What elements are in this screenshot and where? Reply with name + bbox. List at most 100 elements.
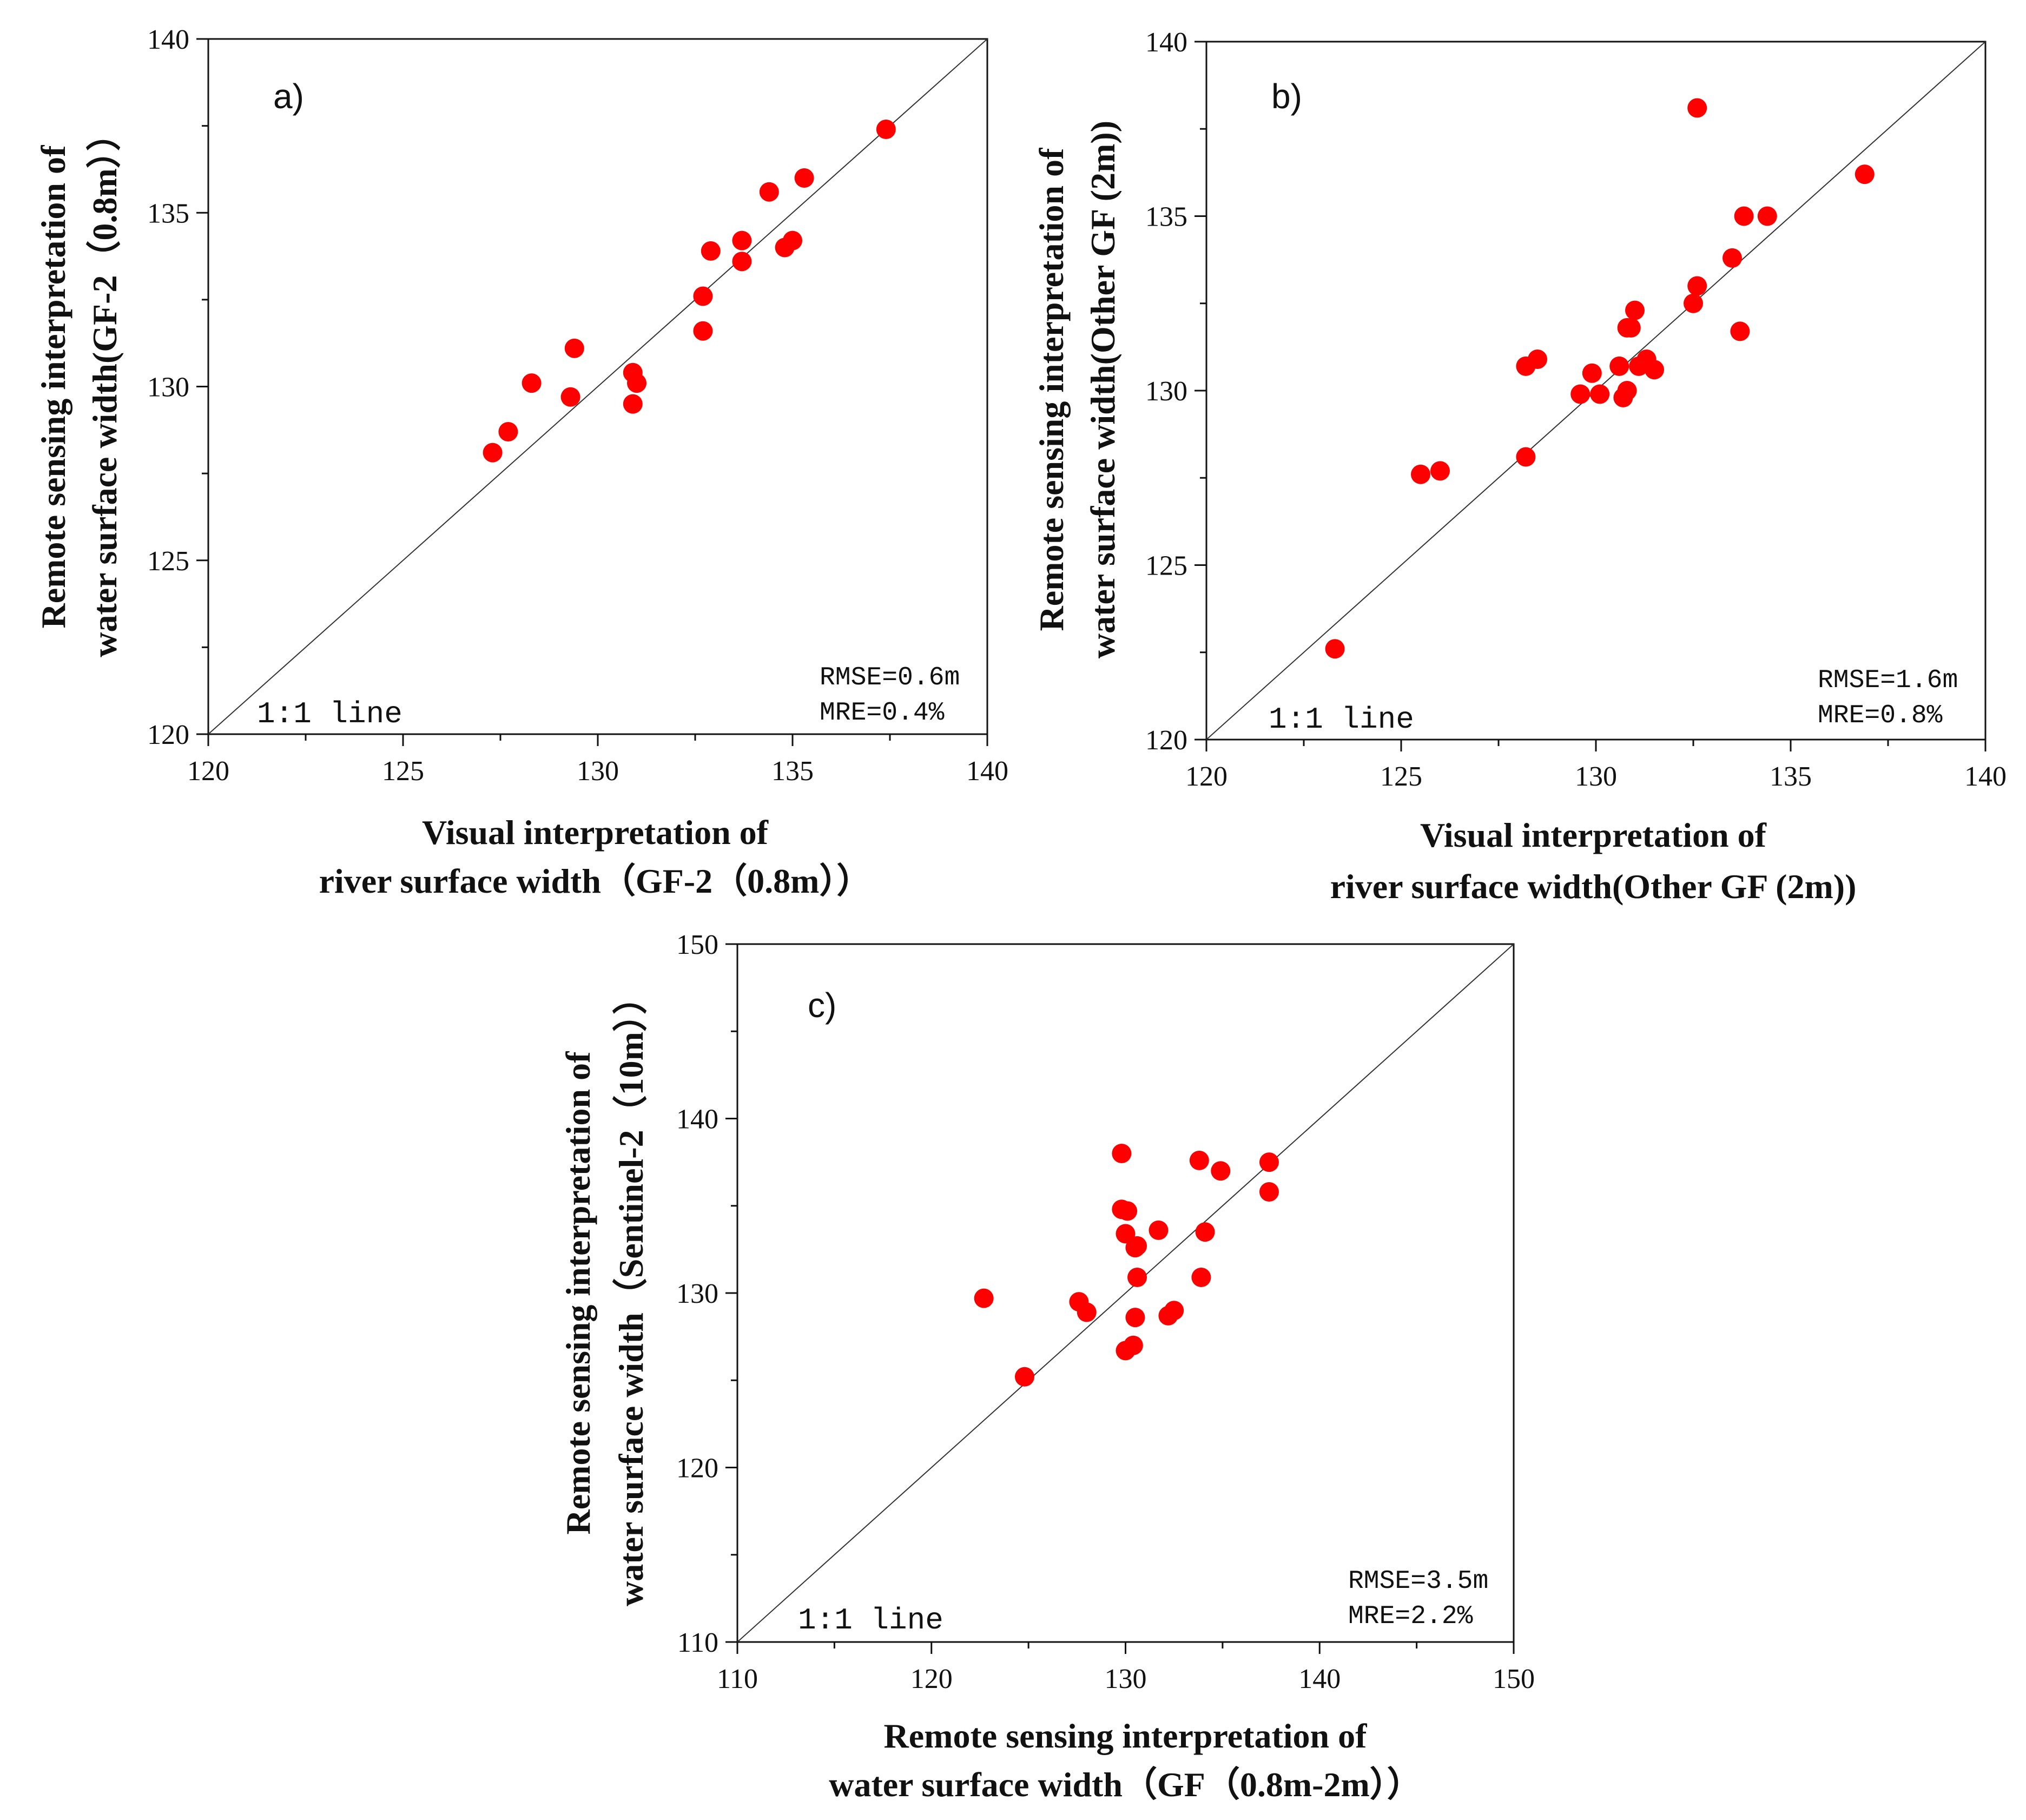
data-point — [1259, 1152, 1279, 1172]
axis-ticks: 120 125 130 135 140 120 125 130 135 140 — [147, 24, 1008, 787]
y-tick-label: 130 — [147, 372, 189, 403]
data-point — [1528, 349, 1547, 369]
x-axis-title-line-2: river surface width（GF-2（0.8m）） — [319, 862, 872, 900]
data-point — [1684, 293, 1703, 313]
data-point — [1123, 1335, 1143, 1355]
one-to-one-line-label: 1:1 line — [1269, 702, 1414, 737]
data-point — [1734, 206, 1754, 226]
data-points — [1325, 98, 1875, 659]
panel-label: c) — [808, 986, 836, 1025]
data-point — [560, 387, 580, 407]
y-axis-title-line-2: water surface width（Sentinel-2（10m）） — [612, 980, 650, 1606]
x-tick-label: 110 — [717, 1664, 758, 1694]
data-point — [1125, 1308, 1145, 1328]
data-point — [1617, 381, 1637, 400]
scatter-panel-c: 110 120 130 140 150 110 120 130 140 150 c) 1:1 li… — [559, 929, 1535, 1804]
data-point — [1687, 98, 1707, 118]
x-axis-title-line-2: water surface width（GF（0.8m-2m）） — [829, 1765, 1422, 1804]
x-tick-label: 140 — [1964, 761, 2007, 792]
one-to-one-line — [208, 38, 988, 735]
data-point — [623, 394, 643, 414]
x-axis-title-line-2: river surface width(Other GF (2m)) — [1330, 867, 1857, 906]
x-tick-label: 120 — [1185, 761, 1228, 792]
data-point — [627, 373, 646, 393]
data-point — [876, 120, 896, 140]
data-point — [759, 182, 779, 202]
data-point — [1149, 1220, 1169, 1240]
data-point — [1430, 461, 1450, 481]
data-points — [483, 120, 896, 463]
data-point — [1211, 1161, 1231, 1181]
x-tick-label: 120 — [187, 756, 229, 787]
data-point — [732, 252, 752, 272]
y-tick-label: 125 — [147, 546, 189, 577]
x-tick-label: 130 — [577, 756, 619, 787]
x-tick-label: 125 — [1380, 761, 1422, 792]
y-tick-label: 140 — [676, 1104, 718, 1135]
x-tick-label: 140 — [966, 756, 1008, 787]
data-point — [1757, 206, 1777, 226]
y-tick-label: 120 — [147, 720, 189, 750]
x-tick-label: 140 — [1298, 1664, 1341, 1694]
y-tick-label: 130 — [1145, 376, 1187, 407]
data-point — [1621, 318, 1641, 338]
x-tick-label: 130 — [1105, 1664, 1147, 1694]
x-tick-label: 135 — [1770, 761, 1812, 792]
data-point — [483, 443, 503, 463]
y-tick-label: 120 — [1145, 725, 1187, 756]
data-point — [1411, 464, 1430, 484]
data-point — [1191, 1267, 1211, 1287]
data-point — [1645, 360, 1664, 380]
x-axis-title-line-1: Remote sensing interpretation of — [884, 1717, 1368, 1755]
data-point — [701, 241, 721, 261]
data-point — [1014, 1367, 1034, 1387]
data-point — [1164, 1301, 1184, 1321]
mre-label: MRE=2.2% — [1348, 1602, 1473, 1631]
data-point — [974, 1288, 994, 1308]
data-point — [1195, 1222, 1215, 1242]
data-point — [1855, 164, 1875, 184]
rmse-label: RMSE=1.6m — [1818, 666, 1958, 695]
y-tick-label: 150 — [676, 929, 718, 960]
y-axis-title-line-1: Remote sensing interpretation of — [559, 1051, 597, 1535]
data-point — [1127, 1236, 1147, 1256]
data-point — [1687, 276, 1707, 296]
x-tick-label: 150 — [1493, 1664, 1535, 1694]
y-tick-label: 135 — [1145, 202, 1187, 233]
y-axis-title-line-1: Remote sensing interpretation of — [34, 145, 72, 629]
x-axis-title-line-1: Visual interpretation of — [422, 813, 769, 852]
x-tick-label: 130 — [1575, 761, 1617, 792]
rmse-label: RMSE=3.5m — [1348, 1567, 1488, 1596]
y-tick-label: 140 — [1145, 27, 1187, 58]
mre-label: MRE=0.8% — [1818, 701, 1943, 730]
data-point — [1730, 321, 1750, 341]
panel-label: b) — [1271, 77, 1302, 116]
data-point — [1582, 363, 1602, 383]
data-point — [498, 422, 518, 442]
data-point — [1127, 1267, 1147, 1287]
data-point — [732, 230, 752, 250]
x-tick-label: 135 — [771, 756, 814, 787]
data-point — [693, 286, 713, 306]
one-to-one-line-label: 1:1 line — [798, 1603, 943, 1638]
data-point — [1112, 1144, 1132, 1163]
data-point — [522, 373, 542, 393]
scatter-panel-a: 120 125 130 135 140 120 125 130 135 140 a) 1:1 li… — [34, 24, 1008, 900]
one-to-one-line-label: 1:1 line — [257, 697, 402, 731]
x-tick-label: 120 — [910, 1664, 953, 1694]
data-points — [974, 1144, 1279, 1387]
data-point — [1516, 447, 1536, 467]
axis-ticks: 110 120 130 140 150 110 120 130 140 150 — [676, 929, 1535, 1694]
data-point — [693, 321, 713, 341]
data-point — [1189, 1150, 1209, 1170]
data-point — [1609, 356, 1629, 376]
y-tick-label: 125 — [1145, 551, 1187, 582]
data-point — [1590, 384, 1610, 404]
data-point — [1077, 1302, 1097, 1322]
y-tick-label: 140 — [147, 24, 189, 55]
data-point — [1118, 1201, 1138, 1221]
x-axis-title-line-1: Visual interpretation of — [1420, 816, 1767, 854]
one-to-one-line — [737, 944, 1514, 1643]
data-point — [1625, 300, 1645, 320]
